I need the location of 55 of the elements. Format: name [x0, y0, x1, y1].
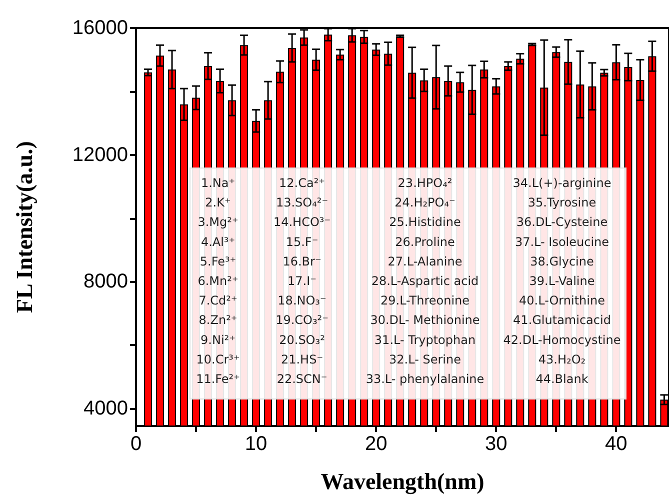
annotation: 24.H₂PO₄⁻ — [394, 196, 456, 210]
annotation: 37.L- Isoleucine — [514, 234, 610, 249]
annotation: 26.Proline — [395, 234, 455, 249]
x-tick-label: 0 — [130, 433, 142, 455]
annotation: 14.HCO³⁻ — [273, 215, 331, 230]
annotation: 30.DL- Methionine — [370, 313, 480, 328]
x-axis-title: Wavelength(nm) — [320, 469, 484, 495]
annotation: 22.SCN⁻ — [276, 372, 328, 386]
annotation: 34.L(+)-arginine — [512, 176, 612, 190]
annotation: 23.HPO₄² — [398, 176, 452, 190]
annotation: 25.Histidine — [389, 215, 461, 230]
annotation: 31.L- Tryptophan — [374, 332, 476, 347]
annotation: 44.Blank — [536, 372, 588, 386]
annotation: 5.Fe³⁺ — [200, 254, 236, 268]
annotation: 8.Zn²⁺ — [198, 313, 238, 328]
annotation: 33.L- phenylalanine — [366, 372, 484, 386]
annotation: 13.SO₄²⁻ — [276, 196, 328, 210]
y-tick-label: 4000 — [84, 398, 128, 420]
annotation: 19.CO₃²⁻ — [276, 313, 328, 328]
annotation: 41.Glutamicacid — [513, 313, 611, 328]
x-tick-label: 30 — [485, 433, 508, 455]
annotation: 43.H₂O₂ — [538, 352, 586, 366]
annotation: 9.Ni²⁺ — [200, 332, 236, 347]
annotation: 20.SO₃² — [279, 332, 326, 347]
annotation: 18.NO₃⁻ — [278, 294, 326, 308]
annotation: 12.Ca²⁺ — [279, 176, 325, 190]
annotation: 11.Fe²⁺ — [196, 372, 240, 386]
annotation: 36.DL-Cysteine — [516, 215, 608, 230]
annotation: 35.Tyrosine — [528, 196, 596, 210]
annotation: 21.HS⁻ — [280, 352, 324, 366]
annotation: 32.L- Serine — [389, 352, 461, 366]
annotation: 42.DL-Homocystine — [503, 332, 621, 347]
x-tick-label: 20 — [364, 433, 388, 455]
x-tick-label: 10 — [244, 433, 268, 455]
annotation: 39.L-Valine — [529, 274, 595, 288]
y-tick-label: 16000 — [72, 17, 128, 39]
annotation: 29.L-Threonine — [380, 294, 470, 308]
annotation: 15.F⁻ — [286, 234, 318, 249]
y-tick-label: 8000 — [84, 270, 128, 293]
annotation: 17.I⁻ — [288, 274, 316, 288]
annotation: 3.Mg²⁺ — [198, 215, 238, 230]
annotation: 2.K⁺ — [205, 196, 231, 210]
x-tick-label: 40 — [605, 433, 628, 455]
annotation: 10.Cr³⁺ — [196, 352, 240, 366]
annotation: 6.Mn²⁺ — [198, 274, 238, 288]
annotation: 1.Na⁺ — [200, 176, 236, 190]
annotation: 4.Al³⁺ — [200, 234, 236, 249]
annotation: 27.L-Alanine — [388, 254, 462, 268]
annotation: 28.L-Aspartic acid — [371, 274, 479, 288]
annotation: 38.Glycine — [530, 254, 594, 268]
y-axis-title: FL Intensity(a.u.) — [12, 141, 37, 313]
annotation: 16.Br⁻ — [282, 254, 322, 268]
y-tick-label: 12000 — [72, 144, 128, 166]
annotation: 7.Cd²⁺ — [198, 294, 238, 308]
annotation: 40.L-Ornithine — [519, 294, 605, 308]
